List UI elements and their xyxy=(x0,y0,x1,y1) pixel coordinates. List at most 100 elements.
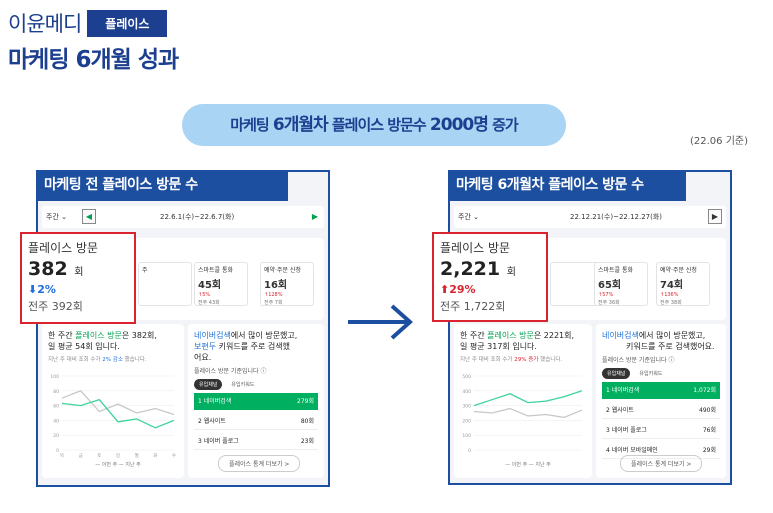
keyword-row: 2 웹사이트 80회 xyxy=(194,413,318,430)
more-stats-button[interactable]: 플레이스 통계 더보기 > xyxy=(620,455,703,472)
mini-metric-call: 스마트콜 통화 45회 ↑5% 전주 43회 xyxy=(194,262,248,306)
keyword-head-3: 어요. xyxy=(194,353,212,362)
next-week-button[interactable]: ▶ xyxy=(311,212,318,221)
y-tick-label: 100 xyxy=(462,433,471,439)
mini-prev: 전주 7회 xyxy=(264,300,283,306)
mini-change: ↑128% xyxy=(264,292,283,298)
x-tick-label: 월 xyxy=(135,452,139,459)
keyword-head: 네이버검색에서 많이 방문했고, xyxy=(194,331,298,340)
after-panel-label: 마케팅 6개월차 플레이스 방문 수 xyxy=(450,170,686,201)
x-tick-label: 수 xyxy=(172,453,176,459)
banner-highlight-period: 6개월차 xyxy=(272,115,329,135)
y-tick-label: 300 xyxy=(462,404,471,410)
mini-prev: 전주 36회 xyxy=(598,300,620,306)
mini-value: 74회 xyxy=(660,280,684,291)
banner-highlight-count: 2000명 xyxy=(429,115,489,135)
y-tick-label: 60 xyxy=(53,404,59,410)
mini-metric-call: 스마트콜 통화 65회 ↑57% 전주 36회 xyxy=(594,262,648,306)
chip-channel[interactable]: 유입채널 xyxy=(194,379,223,390)
mini-metric-booking: 예약·주문 신청 16회 ↑128% 전주 7회 xyxy=(260,262,314,306)
keyword-row: 3 네이버 플로그 76회 xyxy=(602,422,720,439)
x-tick-label: 일 xyxy=(116,452,120,459)
y-tick-label: 200 xyxy=(462,418,471,424)
chip-channel[interactable]: 유입채널 xyxy=(602,368,631,379)
more-stats-button[interactable]: 플레이스 통계 더보기 > xyxy=(218,455,301,472)
x-tick-label: 금 xyxy=(79,453,83,459)
chart-legend: — 이번 주 — 지난 주 xyxy=(505,461,551,468)
keyword-chips: 유입채널 유입키워드 xyxy=(194,379,318,390)
summary-line-1: 한 주간 플레이스 방문은 2221회, xyxy=(460,331,575,340)
date-range: 22.6.1(수)~22.6.7(화) xyxy=(160,213,235,221)
keyword-row: 4 네이버 모바일메인 29회 xyxy=(602,442,720,459)
keyword-row: 1 네이버검색 279회 xyxy=(194,393,318,410)
mini-value: 16회 xyxy=(264,280,288,291)
mini-title: 예약·주문 신청 xyxy=(264,267,301,274)
mini-value: 65회 xyxy=(598,280,622,291)
banner-text: 증가 xyxy=(487,116,519,134)
y-tick-label: 20 xyxy=(53,433,59,439)
keyword-head: 네이버검색에서 많이 방문했고, xyxy=(602,331,706,340)
keyword-head-2: 키워드를 주로 검색했어요. xyxy=(626,342,715,351)
series-line-1 xyxy=(473,407,583,419)
mini-change: ↑5% xyxy=(198,292,211,298)
keyword-sub: 플레이스 방문 기준입니다 ⓘ xyxy=(194,368,267,375)
keyword-row: 3 네이버 플로그 23회 xyxy=(194,433,318,450)
page-title: 마케팅 6개월 성과 xyxy=(8,47,179,73)
visit-title: 플레이스 방문 xyxy=(440,241,511,255)
x-tick-label: 화 xyxy=(153,453,157,459)
prev-week-button[interactable]: ◀ xyxy=(82,209,96,224)
summary-line-2: 일 평균 317회 입니다. xyxy=(460,342,537,351)
brand-name: 이윤메디 xyxy=(8,12,82,36)
summary-card: 한 주간 플레이스 방문은 2221회, 일 평균 317회 입니다. 지난 주… xyxy=(454,324,592,478)
keyword-head-2: 보편두 키워드를 주로 검색했 xyxy=(194,342,290,351)
date-bar: 주간 ⌄ ◀ 22.6.1(수)~22.6.7(화) ▶ xyxy=(42,206,324,228)
y-tick-label: 0 xyxy=(56,448,59,454)
summary-banner: 마케팅 6개월차 플레이스 방문수 2000명 증가 xyxy=(182,104,566,146)
mini-prev: 전주 43회 xyxy=(198,300,220,306)
keyword-card: 네이버검색에서 많이 방문했고, 보편두 키워드를 주로 검색했 어요. 플레이… xyxy=(188,324,324,478)
mini-change: ↑57% xyxy=(598,292,614,298)
y-tick-label: 500 xyxy=(462,374,471,380)
period-select[interactable]: 주간 ⌄ xyxy=(46,213,67,221)
series-line-0 xyxy=(473,390,583,407)
brand-badge: 플레이스 xyxy=(87,9,168,37)
visit-value: 382 회 xyxy=(28,258,84,280)
keyword-row: 1 네이버검색 1,072회 xyxy=(602,382,720,399)
period-select[interactable]: 주간 ⌄ xyxy=(458,213,479,221)
keyword-sub: 플레이스 방문 기준입니다 ⓘ xyxy=(602,357,675,364)
banner-text: 플레이스 방문수 xyxy=(327,116,430,134)
mini-title: 스마트콜 통화 xyxy=(598,267,634,274)
y-tick-label: 100 xyxy=(50,374,59,380)
banner-text: 마케팅 xyxy=(230,116,273,134)
visit-change: ⬆29% xyxy=(440,283,476,296)
date-bar: 주간 ⌄ 22.12.21(수)~22.12.27(화) ▶ xyxy=(454,206,726,228)
y-tick-label: 400 xyxy=(462,389,471,395)
y-tick-label: 0 xyxy=(468,448,471,454)
mini-change: ↑136% xyxy=(660,292,679,298)
visit-highlight-box: 플레이스 방문 382 회 ⬇2% 전주 392회 xyxy=(20,232,136,324)
visit-change: ⬇2% xyxy=(28,283,56,296)
keyword-card: 네이버검색에서 많이 방문했고, 키워드를 주로 검색했어요. 플레이스 방문 … xyxy=(596,324,726,478)
summary-note: 지난 주 대비 조회 수가 29% 증가 했습니다. xyxy=(460,357,563,363)
visit-prev: 전주 1,722회 xyxy=(440,300,506,313)
mini-title: 스마트콜 통화 xyxy=(198,267,234,274)
visit-value: 2,221 회 xyxy=(440,258,516,280)
mini-metric: 주 xyxy=(138,262,192,306)
brand-header: 이윤메디 플레이스 xyxy=(8,8,168,38)
before-panel-label: 마케팅 전 플레이스 방문 수 xyxy=(38,170,288,201)
next-week-button[interactable]: ▶ xyxy=(708,209,722,224)
keyword-chips: 유입채널 유입키워드 xyxy=(602,368,720,379)
after-panel: 마케팅 6개월차 플레이스 방문 수 주간 ⌄ 22.12.21(수)~22.1… xyxy=(432,170,732,485)
mini-title: 예약·주문 신청 xyxy=(660,267,697,274)
x-tick-label: 토 xyxy=(97,453,101,459)
mini-value: 45회 xyxy=(198,280,222,291)
chip-keyword[interactable]: 유입키워드 xyxy=(639,371,663,377)
summary-line-1: 한 주간 플레이스 방문은 382회, xyxy=(48,331,157,340)
y-tick-label: 40 xyxy=(53,418,59,424)
date-range: 22.12.21(수)~22.12.27(화) xyxy=(570,213,663,221)
mini-metric-booking: 예약·주문 신청 74회 ↑136% 전주 38회 xyxy=(656,262,710,306)
after-line-chart: 500 400 300 200 100 0 — 이번 주 — 지난 주 xyxy=(462,374,583,468)
arrow-right-icon xyxy=(348,304,414,340)
chip-keyword[interactable]: 유입키워드 xyxy=(231,382,255,388)
chart-legend: — 이번 주 — 지난 주 xyxy=(95,461,141,468)
